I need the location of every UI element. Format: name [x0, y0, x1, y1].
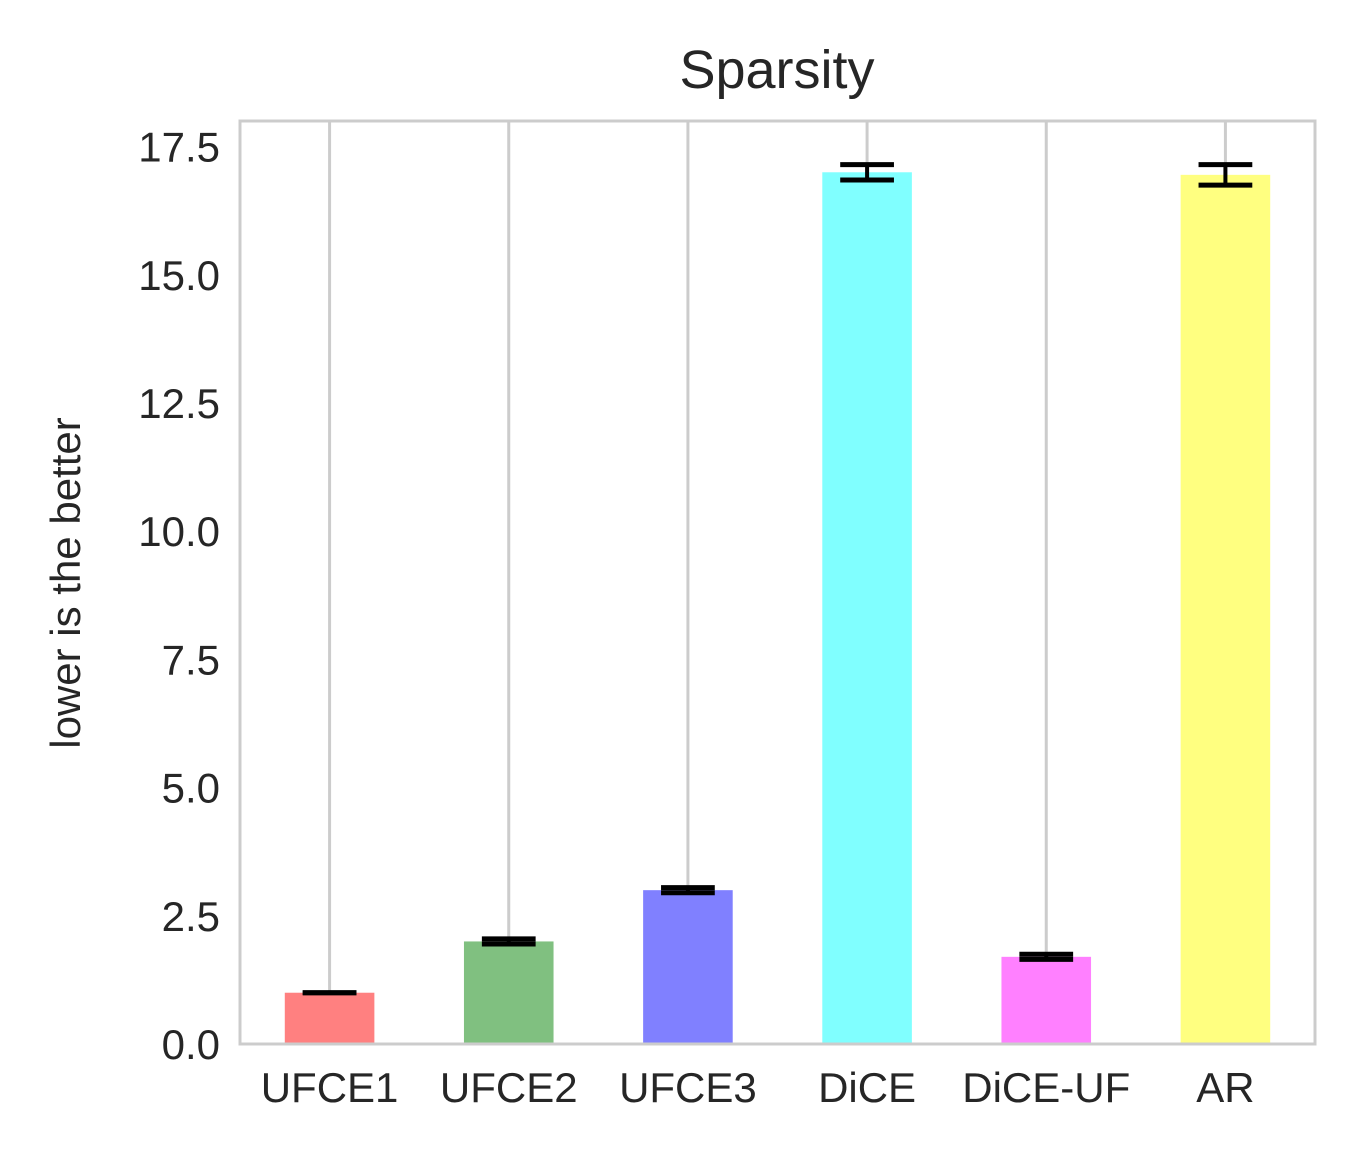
bar-ufce3 — [643, 890, 733, 1044]
y-tick-label: 12.5 — [138, 380, 220, 427]
x-tick-label-ar: AR — [1196, 1064, 1254, 1111]
grid-layer — [328, 121, 1227, 1044]
y-tick-label: 15.0 — [138, 252, 220, 299]
bar-ufce2 — [463, 941, 554, 1044]
error-bar-dice-uf — [1019, 951, 1074, 962]
x-tick-label-dice-uf: DiCE-UF — [962, 1064, 1130, 1111]
bar-dice — [822, 172, 912, 1044]
y-tick-label: 17.5 — [138, 124, 220, 171]
plot-frame — [238, 119, 1317, 1046]
bar-ar — [1180, 174, 1271, 1044]
error-layer — [302, 162, 1253, 996]
bar-layer — [284, 172, 1271, 1044]
error-bar-ufce3 — [661, 885, 715, 896]
x-tick-label-dice: DiCE — [818, 1064, 916, 1111]
y-tick-label: 10.0 — [138, 508, 220, 555]
x-tick-label-ufce3: UFCE3 — [619, 1064, 757, 1111]
x-tick-label-ufce2: UFCE2 — [440, 1064, 578, 1111]
y-axis-label: lower is the better — [42, 417, 89, 749]
bar-ufce1 — [284, 992, 375, 1044]
error-bar-dice — [840, 162, 894, 183]
x-tick-labels: UFCE1 UFCE2 UFCE3 DiCE DiCE-UF AR — [261, 1064, 1255, 1111]
y-tick-label: 5.0 — [162, 765, 220, 812]
y-tick-labels: 0.0 2.5 5.0 7.5 10.0 12.5 15.0 17.5 — [138, 124, 220, 1068]
bar-dice-uf — [1001, 956, 1092, 1044]
chart-title: Sparsity — [679, 40, 874, 100]
error-bar-ar — [1198, 162, 1253, 188]
x-tick-label-ufce1: UFCE1 — [261, 1064, 399, 1111]
y-tick-label: 2.5 — [162, 893, 220, 940]
error-bar-ufce2 — [481, 936, 536, 947]
y-tick-label: 7.5 — [162, 636, 220, 683]
y-tick-label: 0.0 — [162, 1021, 220, 1068]
